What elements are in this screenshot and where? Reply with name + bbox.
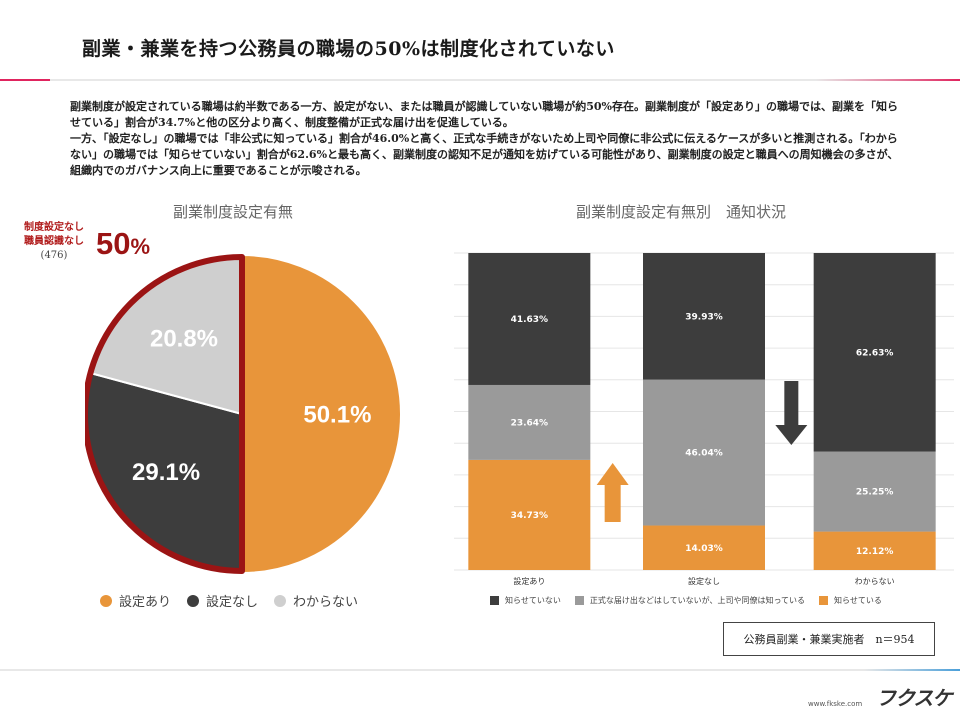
bar-legend-item: 正式な届け出などはしていないが、上司や同僚は知っている	[574, 595, 806, 606]
bar-legend-swatch	[490, 596, 499, 605]
bar-segment	[643, 525, 765, 570]
callout-count: (476)	[40, 250, 68, 261]
bar-legend-label: 正式な届け出などはしていないが、上司や同僚は知っている	[589, 596, 806, 605]
bar-segment	[813, 451, 936, 532]
bar-category-label: 設定あり	[513, 576, 545, 586]
bar-value-label: 39.93%	[685, 312, 723, 322]
bar-value-label: 12.12%	[856, 547, 894, 557]
bar-segment	[643, 379, 765, 526]
bar-legend-swatch	[574, 596, 584, 605]
description: 副業制度が設定されている職場は約半数である一方、設定がない、または職員が認識して…	[70, 99, 900, 179]
bar-legend: 知らせていない 正式な届け出などはしていないが、上司や同僚は知っている 知らせている	[490, 595, 882, 606]
bar-segment	[643, 253, 765, 380]
stacked-bar-chart: 34.73% 23.64% 41.63% 設定あり 14.03% 46.04% 39.93%…	[454, 252, 954, 586]
bottom-divider	[0, 669, 960, 671]
callout-big-unit: %	[130, 234, 151, 259]
sample-size-note: 公務員副業・兼業実施者 n＝954	[723, 622, 935, 656]
bar-value-label: 62.63%	[856, 348, 894, 358]
callout-big-value: 50	[96, 226, 131, 261]
down-arrow-icon	[775, 381, 808, 445]
pie-legend-item: 設定あり	[100, 591, 171, 610]
pie-legend-label: わからない	[293, 595, 359, 610]
pie-label-setting-no: 29.1%	[132, 459, 200, 486]
bar-legend-item: 知らせている	[819, 595, 882, 606]
pie-legend: 設定あり 設定なし わからない	[100, 591, 358, 610]
bar-legend-item: 知らせていない	[490, 595, 561, 606]
pie-legend-item: 設定なし	[187, 591, 258, 610]
pie-callout-outline	[85, 254, 245, 574]
bar-value-label: 41.63%	[511, 315, 548, 325]
up-arrow-icon	[596, 463, 629, 522]
pie-slice-setting-yes	[239, 253, 402, 574]
page-title: 副業・兼業を持つ公務員の職場の50%は制度化されていない	[82, 38, 615, 60]
pie-chart-title: 副業制度設定有無	[173, 203, 294, 221]
bar-value-label: 14.03%	[685, 544, 723, 554]
pie-legend-label: 設定なし	[206, 595, 259, 610]
bar-segment	[813, 531, 936, 570]
description-paragraph-2: 一方、「設定なし」の職場では「非公式に知っている」割合が46.0%と高く、正式な…	[70, 132, 899, 177]
bar-category-label: わからない	[855, 577, 895, 586]
bar-segment	[468, 459, 591, 570]
callout-label: 制度設定なし 職員認識なし (476)	[16, 221, 92, 263]
pie-legend-item: わからない	[274, 591, 358, 610]
pie-label-unknown: 20.8%	[150, 325, 218, 352]
bar-segment	[468, 384, 591, 460]
bar-value-label: 34.73%	[511, 511, 548, 521]
footer-url[interactable]: www.fkske.com	[808, 700, 863, 708]
pie-legend-swatch	[274, 594, 287, 607]
bar-legend-label: 知らせている	[834, 596, 882, 605]
pie-legend-swatch	[100, 594, 112, 607]
callout-line-1: 制度設定なし	[24, 222, 84, 233]
bar-value-label: 25.25%	[856, 488, 894, 498]
top-divider	[0, 79, 960, 81]
bar-category-label: 設定なし	[688, 576, 720, 586]
bar-legend-label: 知らせていない	[505, 596, 561, 605]
bar-value-label: 23.64%	[511, 418, 548, 428]
pie-label-setting-yes: 50.1%	[303, 401, 371, 428]
callout-big-percent: 50%	[96, 226, 150, 262]
bar-segment	[813, 253, 936, 452]
pie-legend-swatch	[187, 594, 200, 607]
brand-logo: フクスケ	[876, 686, 952, 710]
description-paragraph-1: 副業制度が設定されている職場は約半数である一方、設定がない、または職員が認識して…	[70, 100, 898, 129]
bar-chart-title: 副業制度設定有無別 通知状況	[576, 203, 787, 221]
pie-legend-label: 設定あり	[119, 595, 172, 610]
callout-line-2: 職員認識なし	[24, 236, 84, 247]
bar-value-label: 46.04%	[685, 449, 723, 459]
bar-segment	[468, 253, 591, 385]
bar-legend-swatch	[819, 596, 829, 605]
pie-chart: 50.1% 29.1% 20.8%	[85, 253, 402, 575]
